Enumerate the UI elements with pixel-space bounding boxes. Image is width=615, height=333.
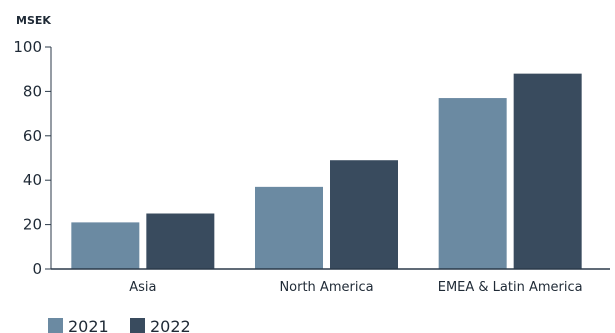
bar-2022-north-america xyxy=(330,160,398,269)
y-tick-label: 60 xyxy=(23,127,42,145)
y-tick-label: 0 xyxy=(32,260,42,278)
bar-2022-asia xyxy=(146,213,215,269)
y-tick-label: 100 xyxy=(13,38,42,56)
bar-2021-asia xyxy=(71,222,140,269)
y-axis-unit-label: MSEK xyxy=(16,14,51,27)
legend-swatch xyxy=(48,318,63,333)
y-tick-label: 20 xyxy=(23,216,42,234)
bar-2021-emea-latin-america xyxy=(438,98,507,269)
bar-2021-north-america xyxy=(255,186,323,269)
y-tick-label: 80 xyxy=(23,82,42,100)
bars xyxy=(71,73,582,269)
legend-label: 2022 xyxy=(150,317,191,333)
bar-2022-emea-latin-america xyxy=(513,73,582,269)
legend: 2021 2022 xyxy=(48,317,191,333)
x-category-label: EMEA & Latin America xyxy=(438,280,583,295)
y-axis: 0 20 40 60 80 100 xyxy=(13,38,52,278)
y-tick-label: 40 xyxy=(23,171,42,189)
legend-swatch xyxy=(130,318,145,333)
x-category-label: Asia xyxy=(129,280,156,295)
legend-label: 2021 xyxy=(68,317,109,333)
x-axis: Asia North America EMEA & Latin America xyxy=(51,268,610,295)
x-category-label: North America xyxy=(279,280,373,295)
